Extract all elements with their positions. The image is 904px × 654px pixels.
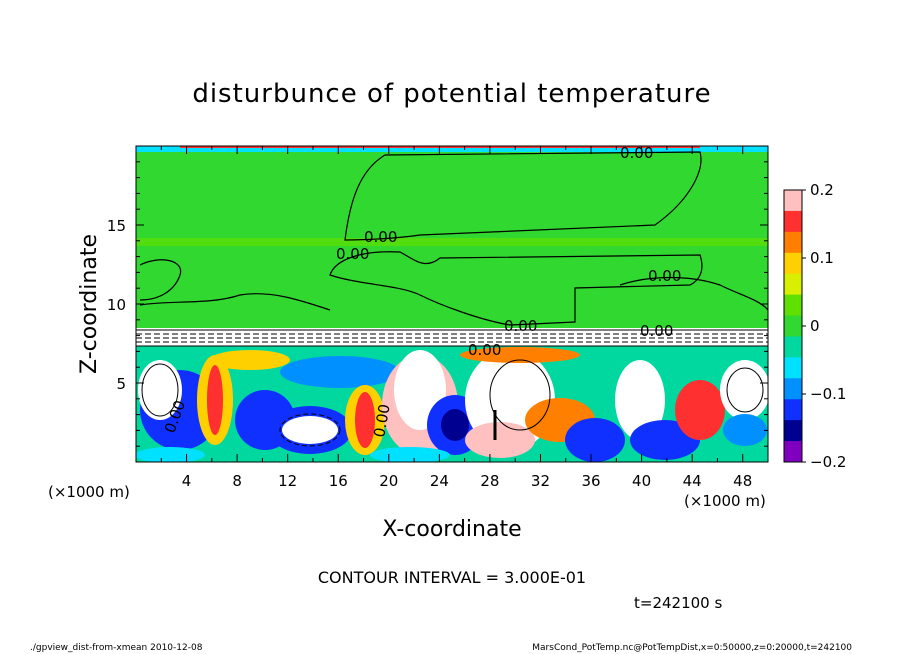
top-band	[136, 146, 768, 152]
colorbar-segment	[784, 378, 802, 400]
y-axis-label: Z-coordinate	[77, 234, 102, 374]
footer-right: MarsCond_PotTemp.nc@PotTempDist,x=0:5000…	[532, 643, 852, 653]
y-tick-label: 5	[116, 375, 126, 393]
contour-label: 0.00	[640, 322, 673, 340]
x-tick-label: 48	[733, 472, 752, 490]
colorbar-tick-label: 0.1	[810, 249, 834, 267]
x-tick-label: 36	[581, 472, 600, 490]
x-tick-label: 44	[683, 472, 702, 490]
colorbar-segment	[784, 315, 802, 337]
time-text: t=242100 s	[634, 594, 722, 612]
contour-labels: 0.00 0.00 0.00 0.00 0.00 0.00 0.00 0.00 …	[161, 144, 682, 439]
plot-area	[136, 146, 768, 462]
colorbar-segment	[784, 190, 802, 212]
colorbar-tick-label: 0.2	[810, 181, 834, 199]
x-tick-label: 8	[232, 472, 242, 490]
contour-label: 0.00	[468, 341, 501, 359]
colorbar-segment	[784, 336, 802, 358]
y-axis: 5 10 15	[107, 161, 768, 447]
y-unit-label: (×1000 m)	[48, 483, 130, 501]
x-unit-label: (×1000 m)	[684, 492, 766, 510]
contour-label: 0.00	[648, 267, 681, 285]
inversion-lines	[136, 329, 768, 347]
y-tick-label: 10	[107, 296, 126, 314]
x-tick-label: 20	[379, 472, 398, 490]
colorbar-segment	[784, 231, 802, 254]
lower-turbulence	[136, 347, 768, 462]
x-tick-label: 24	[430, 472, 449, 490]
x-tick-label: 40	[632, 472, 651, 490]
x-axis-label: X-coordinate	[382, 517, 521, 542]
chart-title: disturbunce of potential temperature	[192, 79, 711, 109]
colorbar-tick-label: −0.1	[810, 385, 846, 403]
band-15	[136, 238, 768, 246]
x-tick-label: 12	[278, 472, 297, 490]
colorbar-tick-label: −0.2	[810, 453, 846, 471]
footer-left: ./gpview_dist-from-xmean 2010-12-08	[30, 643, 203, 653]
top-band-red	[180, 146, 700, 148]
colorbar-segment	[784, 399, 802, 421]
colorbar-tick-label: 0	[810, 317, 820, 335]
contour-label: 0.00	[620, 144, 653, 162]
colorbar-segment	[784, 357, 802, 379]
colorbar-segment	[784, 252, 802, 275]
x-tick-label: 4	[182, 472, 192, 490]
contour-label: 0.00	[504, 317, 537, 335]
lower-contours	[141, 359, 764, 447]
upper-contours	[139, 151, 768, 326]
colorbar-segment	[784, 273, 802, 296]
x-tick-label: 16	[329, 472, 348, 490]
colorbar-segment	[784, 210, 802, 233]
x-tick-label: 28	[480, 472, 499, 490]
x-tick-label: 32	[531, 472, 550, 490]
contour-label: 0.00	[370, 403, 394, 439]
contour-label: 0.00	[336, 245, 369, 263]
x-axis: 4 8 12 16 20 24 28 32 36 40 44 48	[160, 146, 752, 490]
colorbar	[783, 189, 803, 463]
colorbar-segment	[784, 441, 802, 463]
y-tick-label: 15	[107, 217, 126, 235]
colorbar-segment	[784, 294, 802, 317]
colorbar-ticks: 0.2 0.1 0 −0.1 −0.2	[802, 181, 846, 471]
colorbar-segment	[784, 420, 802, 442]
contour-interval-text: CONTOUR INTERVAL = 3.000E-01	[318, 568, 586, 587]
contour-label: 0.00	[364, 228, 397, 246]
